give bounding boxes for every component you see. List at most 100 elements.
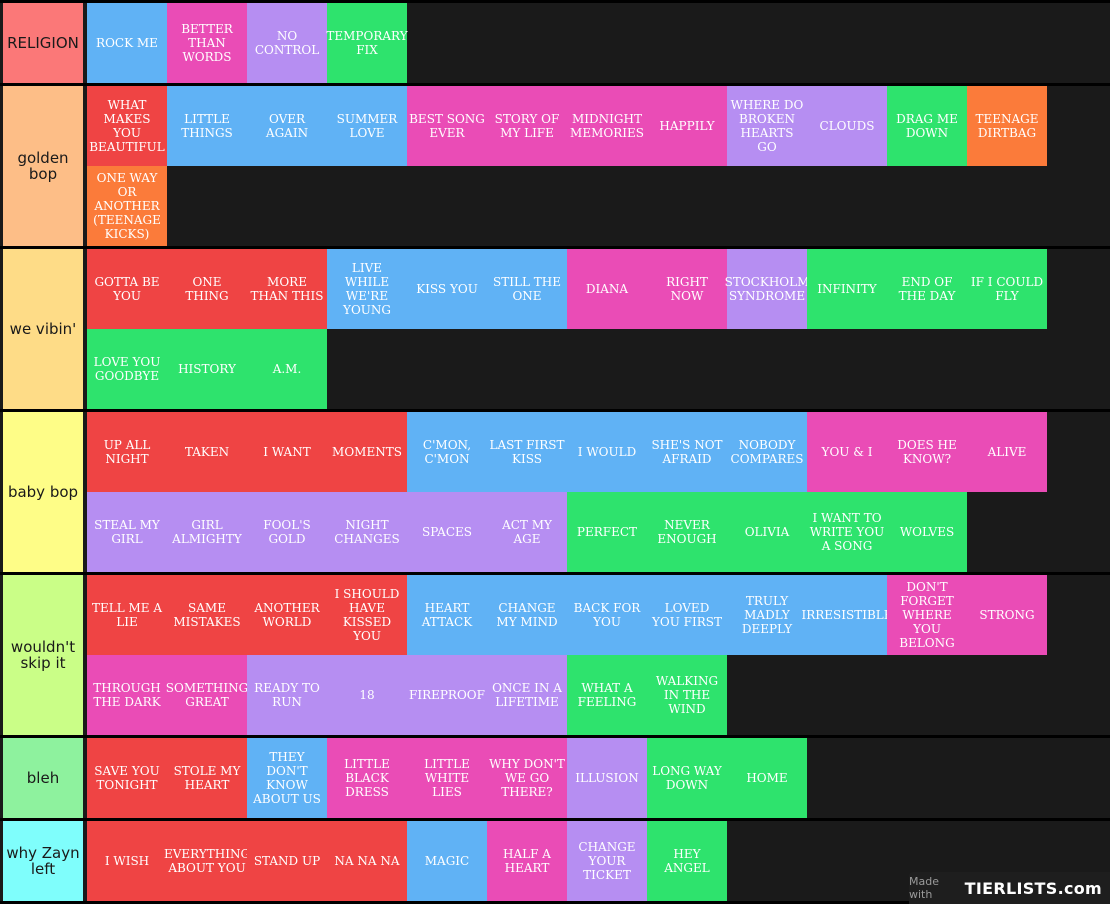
tier-item[interactable]: TAKEN [167,412,247,492]
tier-item[interactable]: I WISH [87,821,167,901]
tier-item[interactable]: DOES HE KNOW? [887,412,967,492]
tier-label[interactable]: why Zayn left [3,821,83,901]
tier-label[interactable]: RELIGION [3,3,83,83]
tier-item[interactable]: LOVED YOU FIRST [647,575,727,655]
tier-item[interactable]: STOLE MY HEART [167,738,247,818]
tier-item[interactable]: NIGHT CHANGES [327,492,407,572]
tier-item[interactable]: TEMPORARY FIX [326,3,408,83]
watermark[interactable]: Made with TIERLISTS.com [909,872,1110,904]
tier-item[interactable]: BEST SONG EVER [407,86,487,166]
tier-item[interactable]: FIREPROOF [407,655,487,735]
tier-item[interactable]: SOMETHING GREAT [166,655,248,735]
tier-item[interactable]: PERFECT [567,492,647,572]
tier-item[interactable]: STRONG [967,575,1047,655]
tier-item[interactable]: MOMENTS [327,412,407,492]
tier-item[interactable]: MORE THAN THIS [247,249,327,329]
tier-item[interactable]: THROUGH THE DARK [87,655,167,735]
tier-item[interactable]: FOOL'S GOLD [247,492,327,572]
tier-item[interactable]: LITTLE WHITE LIES [407,738,487,818]
tier-item[interactable]: STILL THE ONE [487,249,567,329]
tier-item[interactable]: ACT MY AGE [487,492,567,572]
tier-item[interactable]: HALF A HEART [487,821,567,901]
tier-item[interactable]: C'MON, C'MON [407,412,487,492]
tier-item[interactable]: LOVE YOU GOODBYE [87,329,167,409]
tier-item[interactable]: NO CONTROL [247,3,327,83]
tier-label[interactable]: wouldn't skip it [3,575,83,735]
tier-item[interactable]: CLOUDS [807,86,887,166]
tier-item[interactable]: WHAT A FEELING [567,655,647,735]
tier-item[interactable]: UP ALL NIGHT [87,412,167,492]
tier-item[interactable]: LITTLE BLACK DRESS [327,738,407,818]
tier-item[interactable]: STAND UP [247,821,327,901]
tier-item[interactable]: ONCE IN A LIFETIME [487,655,567,735]
tier-item[interactable]: OVER AGAIN [247,86,327,166]
tier-item[interactable]: SAVE YOU TONIGHT [87,738,167,818]
tier-item[interactable]: GOTTA BE YOU [87,249,167,329]
tier-item[interactable]: I WOULD [567,412,647,492]
tier-label[interactable]: bleh [3,738,83,818]
tier-item[interactable]: GIRL ALMIGHTY [167,492,247,572]
tier-item[interactable]: WHY DON'T WE GO THERE? [487,738,567,818]
tier-item[interactable]: MIDNIGHT MEMORIES [567,86,647,166]
tier-item[interactable]: DIANA [567,249,647,329]
tier-item[interactable]: LAST FIRST KISS [487,412,567,492]
tier-item[interactable]: HAPPILY [647,86,727,166]
tier-item[interactable]: TEENAGE DIRTBAG [967,86,1047,166]
tier-item[interactable]: HEART ATTACK [407,575,487,655]
tier-item[interactable]: DRAG ME DOWN [887,86,967,166]
tier-item[interactable]: HOME [727,738,807,818]
tier-item[interactable]: I SHOULD HAVE KISSED YOU [327,575,407,655]
tier-item[interactable]: STOCKHOLM SYNDROME [725,249,809,329]
tier-item[interactable]: OLIVIA [727,492,807,572]
tier-item[interactable]: EVERYTHING ABOUT YOU [164,821,250,901]
tier-item[interactable]: BETTER THAN WORDS [167,3,247,83]
tier-item[interactable]: STORY OF MY LIFE [487,86,567,166]
tier-item[interactable]: WHERE DO BROKEN HEARTS GO [727,86,807,166]
tier-item[interactable]: WHAT MAKES YOU BEAUTIFUL [87,86,167,166]
tier-item[interactable]: WALKING IN THE WIND [647,655,727,735]
tier-item[interactable]: NA NA NA [327,821,407,901]
tier-item[interactable]: I WANT TO WRITE YOU A SONG [807,492,887,572]
tier-item[interactable]: YOU & I [807,412,887,492]
tier-label[interactable]: golden bop [3,86,83,246]
tier-item[interactable]: LITTLE THINGS [167,86,247,166]
tier-item[interactable]: BACK FOR YOU [567,575,647,655]
tier-item[interactable]: ROCK ME [87,3,167,83]
tier-item[interactable]: ANOTHER WORLD [247,575,327,655]
tier-item[interactable]: SUMMER LOVE [327,86,407,166]
tier-item[interactable]: THEY DON'T KNOW ABOUT US [247,738,327,818]
tier-item[interactable]: NEVER ENOUGH [647,492,727,572]
tier-item[interactable]: STEAL MY GIRL [87,492,167,572]
tier-item[interactable]: ILLUSION [567,738,647,818]
tier-item[interactable]: KISS YOU [407,249,487,329]
tier-item[interactable]: I WANT [247,412,327,492]
tier-label[interactable]: baby bop [3,412,83,572]
tier-item[interactable]: WOLVES [887,492,967,572]
tier-item[interactable]: IF I COULD FLY [967,249,1047,329]
tier-item[interactable]: READY TO RUN [247,655,327,735]
tier-item[interactable]: SPACES [407,492,487,572]
tier-item[interactable]: HEY ANGEL [647,821,727,901]
tier-item[interactable]: MAGIC [407,821,487,901]
tier-item[interactable]: LONG WAY DOWN [647,738,727,818]
tier-item[interactable]: ONE WAY OR ANOTHER (TEENAGE KICKS) [87,166,167,246]
tier-item[interactable]: A.M. [247,329,327,409]
tier-item[interactable]: CHANGE YOUR TICKET [567,821,647,901]
tier-item[interactable]: SAME MISTAKES [167,575,247,655]
tier-item[interactable]: INFINITY [807,249,887,329]
tier-item[interactable]: IRRESISTIBLE [801,575,893,655]
tier-item[interactable]: SHE'S NOT AFRAID [647,412,727,492]
tier-item[interactable]: CHANGE MY MIND [487,575,567,655]
tier-item[interactable]: TRULY MADLY DEEPLY [727,575,807,655]
tier-item[interactable]: 18 [327,655,407,735]
tier-item[interactable]: NOBODY COMPARES [727,412,807,492]
tier-item[interactable]: ONE THING [167,249,247,329]
tier-item[interactable]: END OF THE DAY [887,249,967,329]
tier-item[interactable]: RIGHT NOW [647,249,727,329]
tier-label[interactable]: we vibin' [3,249,83,409]
tier-item[interactable]: DON'T FORGET WHERE YOU BELONG [887,575,967,655]
tier-item[interactable]: ALIVE [967,412,1047,492]
tier-item[interactable]: HISTORY [167,329,247,409]
tier-item[interactable]: TELL ME A LIE [87,575,167,655]
tier-item[interactable]: LIVE WHILE WE'RE YOUNG [327,249,407,329]
